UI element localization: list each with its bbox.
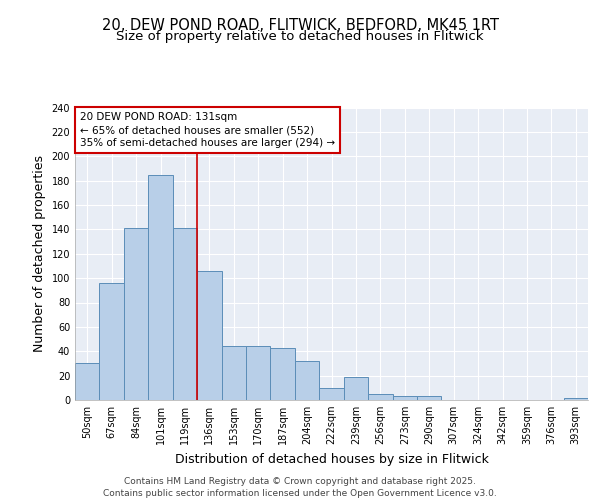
Y-axis label: Number of detached properties: Number of detached properties	[33, 155, 46, 352]
Text: 20 DEW POND ROAD: 131sqm
← 65% of detached houses are smaller (552)
35% of semi-: 20 DEW POND ROAD: 131sqm ← 65% of detach…	[80, 112, 335, 148]
Bar	[417, 396, 442, 400]
Text: Size of property relative to detached houses in Flitwick: Size of property relative to detached ho…	[116, 30, 484, 43]
Bar	[75, 364, 100, 400]
Bar	[368, 394, 392, 400]
Bar	[319, 388, 344, 400]
Bar	[344, 377, 368, 400]
Bar	[271, 348, 295, 400]
Bar	[173, 228, 197, 400]
Bar	[100, 283, 124, 400]
Text: Contains HM Land Registry data © Crown copyright and database right 2025.
Contai: Contains HM Land Registry data © Crown c…	[103, 476, 497, 498]
Bar	[295, 361, 319, 400]
Bar	[197, 271, 221, 400]
Bar	[148, 174, 173, 400]
Bar	[563, 398, 588, 400]
Text: 20, DEW POND ROAD, FLITWICK, BEDFORD, MK45 1RT: 20, DEW POND ROAD, FLITWICK, BEDFORD, MK…	[101, 18, 499, 32]
Bar	[221, 346, 246, 400]
Bar	[124, 228, 148, 400]
Bar	[392, 396, 417, 400]
X-axis label: Distribution of detached houses by size in Flitwick: Distribution of detached houses by size …	[175, 452, 488, 466]
Bar	[246, 346, 271, 400]
